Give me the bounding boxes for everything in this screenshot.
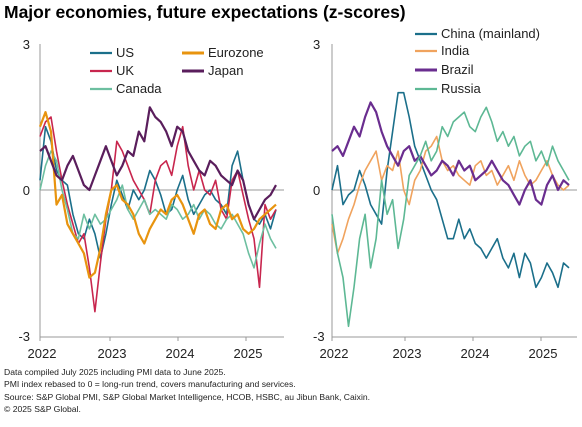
series-line-japan <box>39 106 277 221</box>
y-tick-label: 0 <box>23 183 30 198</box>
legend-label: Brazil <box>441 62 474 77</box>
series-line-eurozone <box>38 110 277 279</box>
x-tick-label: 2023 <box>393 346 422 361</box>
legend-label: Japan <box>208 63 243 78</box>
chart-panel-1: 3 0 -3 2022 2023 2024 2025 US UK Canada Eurozone Ja… <box>18 37 284 361</box>
series-line-russia <box>331 106 570 328</box>
legend-label: Eurozone <box>208 45 264 60</box>
x-tick-label: 2023 <box>98 346 127 361</box>
legend-label: China (mainland) <box>441 26 540 41</box>
series-line-china-mainland <box>331 91 570 289</box>
legend-label: UK <box>116 63 134 78</box>
footnote-line: Data compiled July 2025 including PMI da… <box>4 367 226 377</box>
y-tick-label: -3 <box>18 329 30 344</box>
x-tick-label: 2025 <box>234 346 263 361</box>
x-tick-label: 2024 <box>461 346 490 361</box>
chart-panel-2: 3 0 -3 2022 2023 2024 2025 China (mainland) Indi… <box>313 26 577 361</box>
series-line-canada <box>39 150 277 269</box>
x-tick-label: 2022 <box>320 346 349 361</box>
series-line-brazil <box>331 101 570 206</box>
y-tick-label: 3 <box>23 37 30 52</box>
legend-label: Canada <box>116 81 162 96</box>
footnotes: Data compiled July 2025 including PMI da… <box>4 366 370 416</box>
x-tick-label: 2022 <box>28 346 57 361</box>
x-tick-label: 2025 <box>529 346 558 361</box>
y-tick-label: 3 <box>313 37 320 52</box>
chart-title: Major economies, future expectations (z-… <box>4 2 406 22</box>
footnote-line: PMI index rebased to 0 = long-run trend,… <box>4 379 296 390</box>
footnote-line: Source: S&P Global PMI, S&P Global Marke… <box>4 391 371 402</box>
legend-label: US <box>116 45 134 60</box>
y-tick-label: -3 <box>313 329 325 344</box>
x-tick-label: 2024 <box>166 346 195 361</box>
legend-label: Russia <box>441 81 482 96</box>
footnote-line: © 2025 S&P Global. <box>4 404 81 415</box>
legend-label: India <box>441 43 470 58</box>
y-tick-label: 0 <box>313 183 320 198</box>
